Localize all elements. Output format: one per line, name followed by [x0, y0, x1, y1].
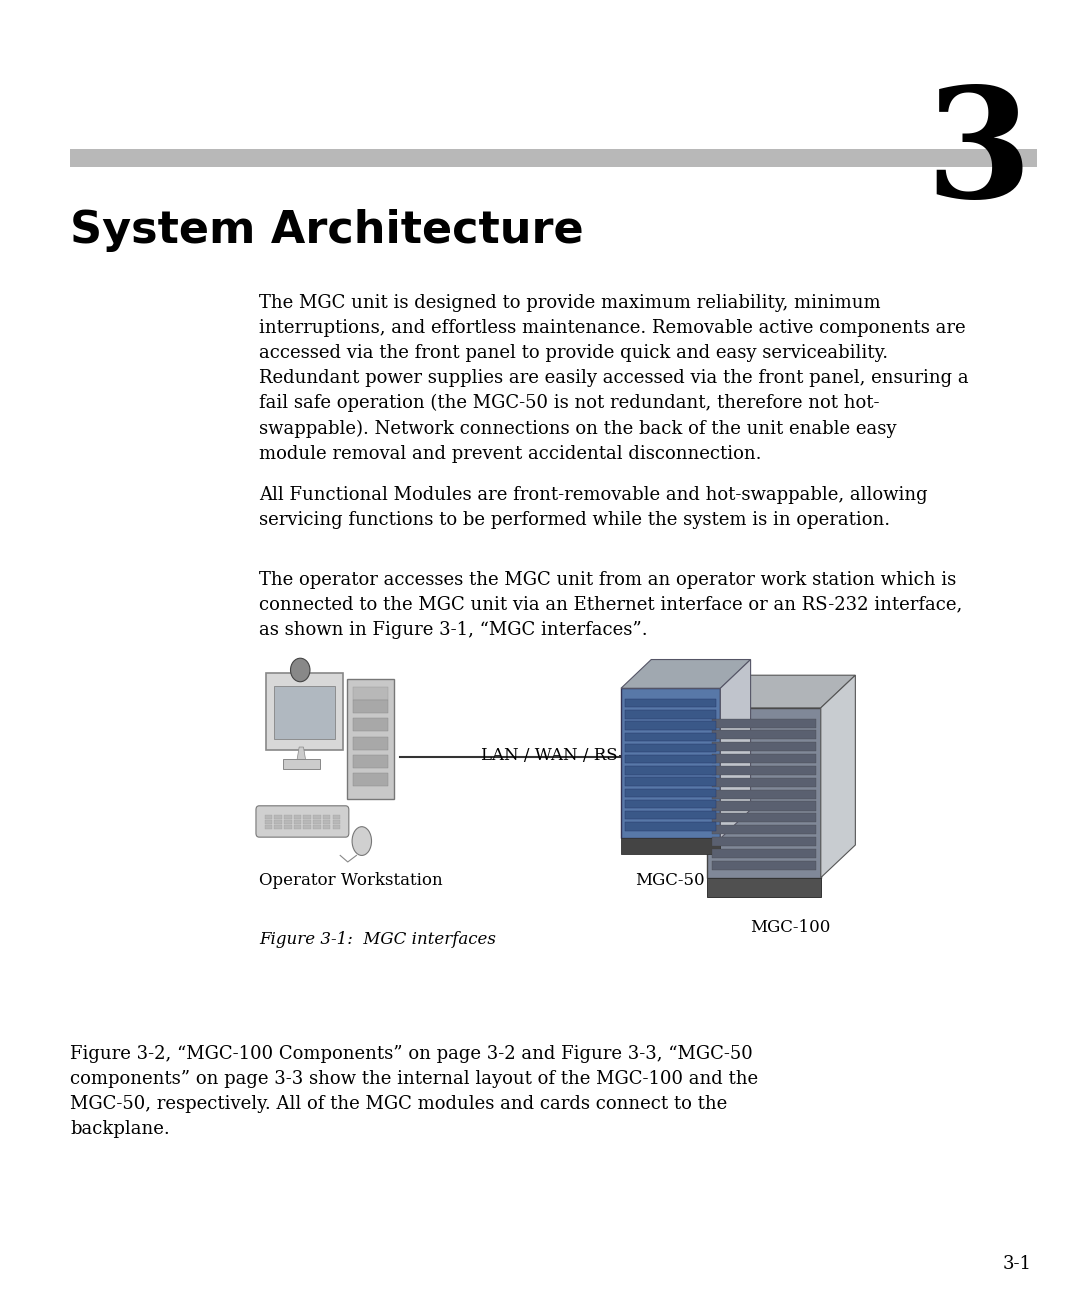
Text: LAN / WAN / RS-232: LAN / WAN / RS-232: [481, 747, 656, 764]
FancyBboxPatch shape: [294, 820, 301, 824]
FancyBboxPatch shape: [266, 673, 343, 750]
FancyBboxPatch shape: [323, 815, 330, 819]
FancyBboxPatch shape: [274, 815, 282, 819]
FancyBboxPatch shape: [333, 815, 340, 819]
FancyBboxPatch shape: [712, 825, 816, 835]
FancyBboxPatch shape: [283, 759, 320, 769]
FancyBboxPatch shape: [274, 686, 335, 739]
Text: The operator accesses the MGC unit from an operator work station which is
connec: The operator accesses the MGC unit from …: [259, 571, 962, 639]
FancyBboxPatch shape: [347, 679, 394, 799]
FancyBboxPatch shape: [625, 777, 716, 786]
FancyBboxPatch shape: [353, 687, 388, 700]
FancyBboxPatch shape: [294, 815, 301, 819]
FancyBboxPatch shape: [70, 149, 1037, 167]
FancyBboxPatch shape: [707, 878, 821, 897]
FancyBboxPatch shape: [625, 799, 716, 808]
FancyBboxPatch shape: [712, 742, 816, 751]
FancyBboxPatch shape: [284, 815, 292, 819]
Text: Figure 3-1:  MGC interfaces: Figure 3-1: MGC interfaces: [259, 931, 496, 948]
FancyBboxPatch shape: [333, 825, 340, 829]
FancyBboxPatch shape: [313, 825, 321, 829]
FancyBboxPatch shape: [712, 718, 816, 727]
Ellipse shape: [352, 827, 372, 855]
Text: Figure 3-2, “MGC-100 Components” on page 3-2 and Figure 3-3, “MGC-50
components”: Figure 3-2, “MGC-100 Components” on page…: [70, 1045, 758, 1138]
FancyBboxPatch shape: [265, 820, 272, 824]
FancyBboxPatch shape: [625, 699, 716, 708]
Text: 3-1: 3-1: [1002, 1255, 1031, 1273]
FancyBboxPatch shape: [625, 767, 716, 774]
Polygon shape: [707, 675, 855, 708]
FancyBboxPatch shape: [303, 815, 311, 819]
FancyBboxPatch shape: [333, 820, 340, 824]
FancyBboxPatch shape: [256, 806, 349, 837]
FancyBboxPatch shape: [625, 811, 716, 819]
FancyBboxPatch shape: [284, 825, 292, 829]
FancyBboxPatch shape: [712, 802, 816, 811]
FancyBboxPatch shape: [323, 825, 330, 829]
FancyBboxPatch shape: [313, 815, 321, 819]
FancyBboxPatch shape: [712, 778, 816, 786]
Polygon shape: [720, 660, 751, 838]
FancyBboxPatch shape: [265, 815, 272, 819]
FancyBboxPatch shape: [712, 790, 816, 799]
Polygon shape: [821, 675, 855, 878]
Polygon shape: [621, 660, 751, 688]
FancyBboxPatch shape: [303, 825, 311, 829]
FancyBboxPatch shape: [625, 744, 716, 752]
FancyBboxPatch shape: [625, 789, 716, 797]
FancyBboxPatch shape: [353, 718, 388, 731]
Text: The MGC unit is designed to provide maximum reliability, minimum
interruptions, : The MGC unit is designed to provide maxi…: [259, 294, 969, 462]
FancyBboxPatch shape: [625, 710, 716, 718]
Polygon shape: [297, 747, 306, 760]
FancyBboxPatch shape: [284, 820, 292, 824]
FancyBboxPatch shape: [625, 721, 716, 730]
Text: Operator Workstation: Operator Workstation: [259, 872, 443, 889]
FancyBboxPatch shape: [712, 730, 816, 739]
Text: MGC-50: MGC-50: [635, 872, 704, 889]
FancyBboxPatch shape: [712, 754, 816, 763]
FancyBboxPatch shape: [353, 737, 388, 750]
FancyBboxPatch shape: [712, 765, 816, 774]
FancyBboxPatch shape: [274, 825, 282, 829]
FancyBboxPatch shape: [265, 825, 272, 829]
Circle shape: [291, 658, 310, 682]
FancyBboxPatch shape: [625, 733, 716, 741]
FancyBboxPatch shape: [313, 820, 321, 824]
FancyBboxPatch shape: [712, 814, 816, 823]
FancyBboxPatch shape: [712, 849, 816, 858]
FancyBboxPatch shape: [353, 773, 388, 786]
FancyBboxPatch shape: [712, 837, 816, 846]
FancyBboxPatch shape: [712, 861, 816, 870]
Text: All Functional Modules are front-removable and hot-swappable, allowing
servicing: All Functional Modules are front-removab…: [259, 486, 928, 529]
FancyBboxPatch shape: [625, 823, 716, 831]
FancyBboxPatch shape: [353, 700, 388, 713]
FancyBboxPatch shape: [294, 825, 301, 829]
FancyBboxPatch shape: [707, 708, 821, 878]
Text: MGC-100: MGC-100: [751, 919, 831, 936]
FancyBboxPatch shape: [303, 820, 311, 824]
FancyBboxPatch shape: [323, 820, 330, 824]
FancyBboxPatch shape: [353, 755, 388, 768]
FancyBboxPatch shape: [625, 755, 716, 763]
FancyBboxPatch shape: [621, 688, 720, 838]
FancyBboxPatch shape: [621, 838, 720, 854]
Text: 3: 3: [926, 81, 1031, 230]
FancyBboxPatch shape: [274, 820, 282, 824]
Text: System Architecture: System Architecture: [70, 209, 584, 252]
